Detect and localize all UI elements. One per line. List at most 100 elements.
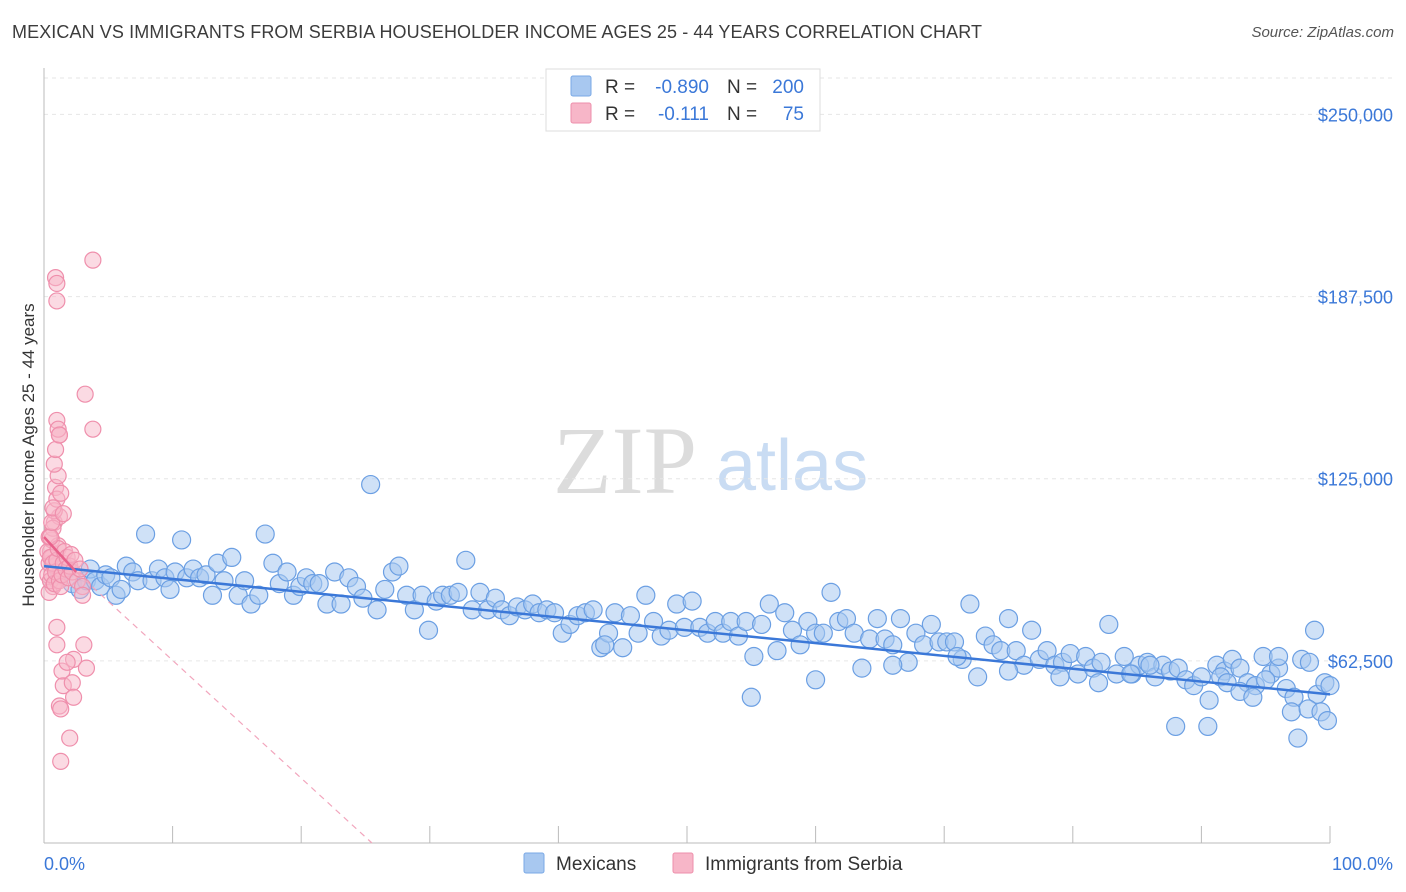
point-serbia-74: [73, 586, 92, 604]
point-mexicans-175: [1320, 676, 1340, 696]
point-mexicans-34: [255, 524, 275, 544]
point-serbia-72: [75, 636, 93, 654]
bottom-legend-label-mexicans: Mexicans: [556, 854, 636, 875]
point-mexicans-159: [1199, 690, 1219, 710]
point-serbia-53: [54, 505, 72, 523]
tick-labels: $62,500 $125,000 $187,500 $250,000 0.0% 100.0…: [44, 105, 1393, 874]
watermark: ZIP atlas: [553, 407, 868, 514]
point-mexicans-119: [890, 608, 911, 629]
watermark-atlas: atlas: [716, 426, 868, 506]
point-serbia-47: [45, 455, 63, 473]
point-mexicans-148: [1114, 646, 1134, 667]
legend-n-value-1: 200: [772, 77, 804, 98]
point-mexicans-29: [222, 547, 242, 568]
point-mexicans-101: [751, 614, 772, 635]
point-mexicans-146: [1099, 614, 1119, 635]
y-tick-label-1: $125,000: [1318, 470, 1393, 490]
x-tick-label-start: 0.0%: [44, 854, 85, 874]
point-mexicans-92: [682, 591, 702, 611]
source-note: Source: ZipAtlas.com: [1251, 24, 1394, 41]
legend-r-value-2: -0.111: [658, 104, 709, 125]
point-serbia-67: [64, 688, 83, 706]
legend: R = -0.890 N = 200 R = -0.111 N = 75: [545, 68, 821, 132]
point-mexicans-45: [331, 594, 351, 614]
series-mexicans: [49, 474, 1340, 748]
point-mexicans-33: [249, 585, 269, 605]
point-mexicans-198: [1317, 710, 1338, 731]
point-mexicans-184: [1140, 655, 1160, 675]
point-mexicans-186: [1198, 716, 1218, 737]
point-mexicans-176: [741, 687, 761, 707]
point-mexicans-37: [277, 562, 297, 582]
point-serbia-55: [48, 274, 66, 293]
point-mexicans-177: [805, 670, 826, 690]
point-mexicans-11: [111, 579, 131, 600]
point-mexicans-83: [613, 638, 633, 658]
legend-box: [545, 68, 821, 132]
point-mexicans-129: [968, 667, 988, 687]
point-serbia-71: [52, 752, 70, 771]
bottom-legend-swatch-mexicans: [523, 852, 545, 874]
point-mexicans-178: [883, 655, 903, 675]
point-mexicans-35: [263, 553, 283, 573]
legend-n-label-1: N =: [727, 77, 757, 98]
point-mexicans-190: [1243, 687, 1263, 707]
point-mexicans-136: [1022, 620, 1042, 640]
point-serbia-65: [58, 653, 76, 671]
point-serbia-59: [84, 420, 102, 438]
point-mexicans-53: [389, 556, 409, 576]
point-mexicans-193: [1281, 702, 1302, 722]
point-serbia-73: [77, 659, 96, 677]
point-mexicans-26: [202, 585, 223, 605]
point-serbia-66: [63, 674, 81, 692]
point-serbia-57: [84, 251, 102, 269]
point-serbia-51: [50, 426, 69, 444]
y-tick-label-2: $187,500: [1318, 288, 1393, 308]
point-mexicans-199: [595, 635, 615, 655]
point-mexicans-192: [1268, 646, 1289, 667]
point-serbia-70: [61, 729, 79, 747]
y-axis-title: Householder Income Ages 25 - 44 years: [19, 303, 38, 606]
point-mexicans-180: [998, 661, 1019, 681]
trend-line-mexicans: [43, 564, 1331, 696]
point-mexicans-104: [775, 603, 795, 623]
x-tick-label-end: 100.0%: [1332, 854, 1393, 874]
point-serbia-61: [48, 636, 66, 654]
point-mexicans-79: [583, 600, 603, 620]
point-serbia-52: [52, 484, 70, 502]
bottom-legend-label-serbia: Immigrants from Serbia: [705, 854, 903, 875]
point-mexicans-42: [309, 574, 329, 594]
point-mexicans-74: [544, 603, 565, 623]
point-mexicans-102: [759, 594, 779, 614]
y-tick-label-3: $250,000: [1318, 105, 1393, 125]
point-mexicans-100: [744, 646, 764, 667]
point-mexicans-145: [1091, 652, 1111, 672]
point-mexicans-19: [160, 579, 180, 600]
point-mexicans-28: [214, 571, 234, 591]
point-mexicans-196: [1304, 620, 1325, 640]
legend-r-value-1: -0.890: [655, 77, 709, 98]
legend-r-label-1: R =: [605, 77, 635, 98]
chart-title: MEXICAN VS IMMIGRANTS FROM SERBIA HOUSEH…: [12, 22, 983, 42]
series-serbia: [39, 251, 102, 771]
point-serbia-60: [48, 618, 66, 636]
watermark-zip: ZIP: [553, 407, 697, 514]
point-mexicans-109: [813, 623, 833, 643]
trend-lines: [43, 536, 1331, 844]
point-mexicans-21: [172, 530, 192, 550]
point-serbia-69: [52, 700, 70, 718]
point-mexicans-57: [418, 620, 439, 640]
point-mexicans-62: [456, 550, 476, 570]
point-mexicans-182: [1088, 673, 1109, 693]
axes: [43, 68, 1331, 844]
point-mexicans-106: [790, 635, 810, 655]
point-mexicans-61: [448, 582, 468, 602]
point-serbia-58: [76, 385, 94, 403]
point-mexicans-185: [1166, 716, 1186, 737]
bottom-legend-swatch-serbia: [672, 852, 694, 874]
point-mexicans-86: [636, 585, 656, 605]
legend-n-label-2: N =: [727, 104, 757, 125]
trend-line-serbia: [43, 536, 78, 573]
point-mexicans-194: [1288, 728, 1308, 748]
